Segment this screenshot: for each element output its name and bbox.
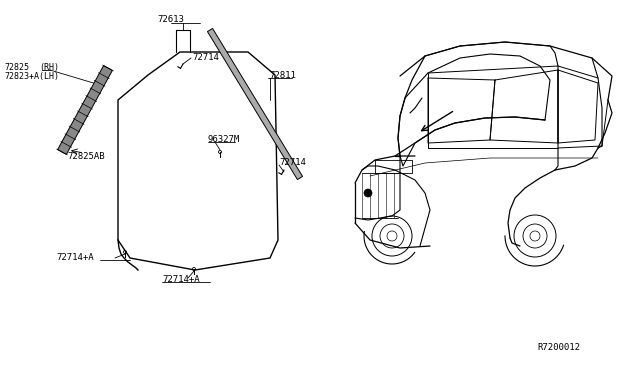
Text: R7200012: R7200012	[537, 343, 580, 353]
Text: 72613: 72613	[157, 15, 184, 23]
Text: 72811: 72811	[269, 71, 296, 80]
Text: 72823+A(LH): 72823+A(LH)	[4, 71, 59, 80]
Text: 72714+A: 72714+A	[56, 253, 93, 263]
Polygon shape	[207, 28, 303, 180]
Text: 72714+A: 72714+A	[162, 275, 200, 283]
Text: 72825AB: 72825AB	[67, 151, 104, 160]
Text: (RH): (RH)	[39, 62, 59, 71]
Circle shape	[364, 189, 372, 197]
Polygon shape	[58, 65, 113, 154]
Text: 72825: 72825	[4, 62, 29, 71]
Text: 72714: 72714	[279, 157, 306, 167]
Text: 96327M: 96327M	[208, 135, 240, 144]
Text: 72714: 72714	[192, 52, 219, 61]
